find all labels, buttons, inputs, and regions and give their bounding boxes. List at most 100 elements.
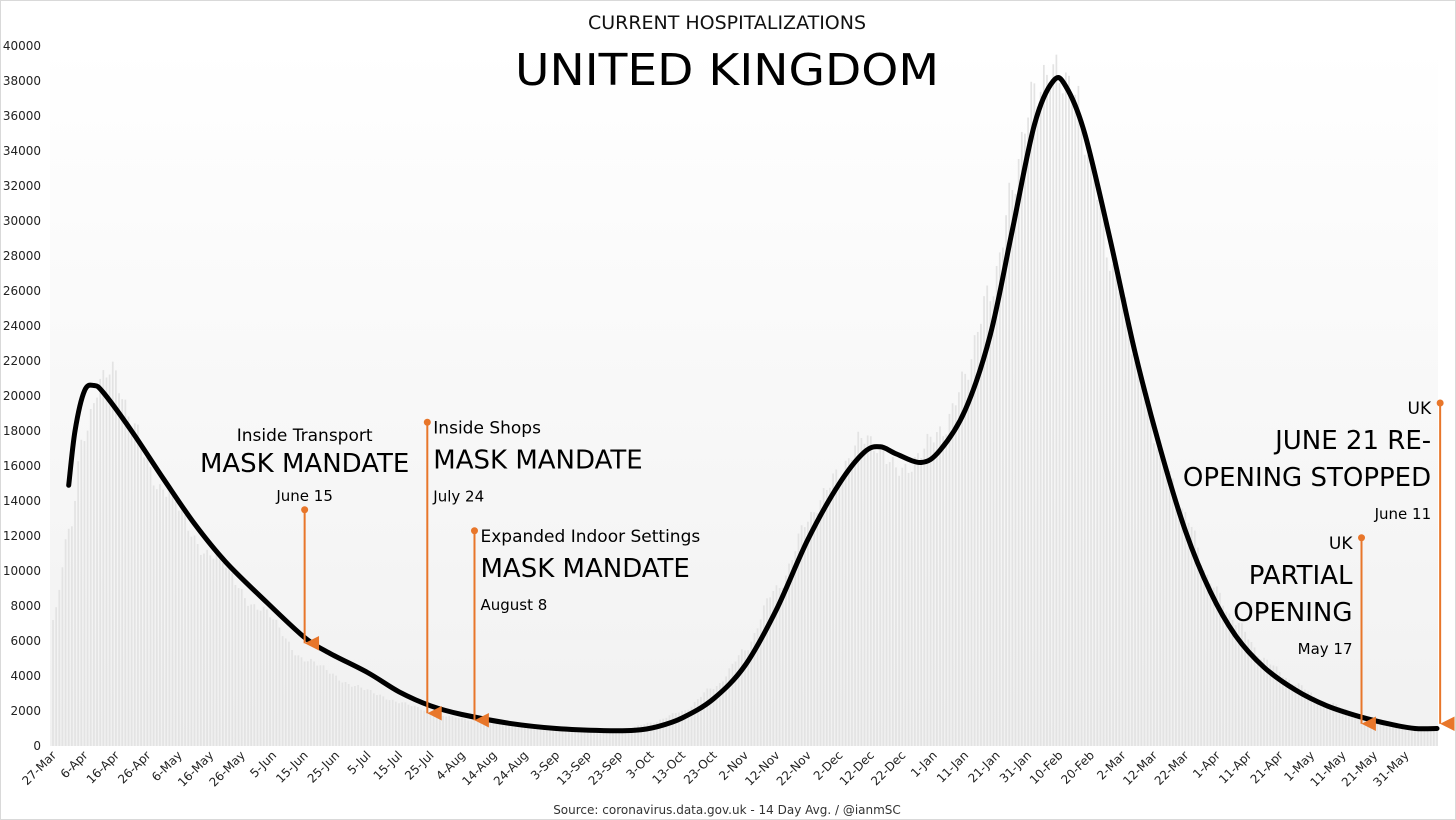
daily-bar xyxy=(77,461,80,746)
daily-bar xyxy=(152,485,155,746)
annotation-text: June 11 xyxy=(1374,505,1432,523)
daily-bar xyxy=(159,484,161,746)
annotation-text: July 24 xyxy=(432,487,484,505)
daily-bar xyxy=(1225,611,1228,746)
daily-bar xyxy=(942,436,945,746)
daily-bar xyxy=(599,730,602,746)
daily-bar xyxy=(517,726,520,746)
daily-bar xyxy=(1212,587,1215,746)
daily-bar xyxy=(1363,716,1366,746)
daily-bar xyxy=(1008,182,1011,746)
daily-bar xyxy=(847,458,850,746)
daily-bar xyxy=(1417,727,1419,746)
daily-bar xyxy=(992,296,995,746)
daily-bar xyxy=(533,727,536,746)
daily-bar xyxy=(989,301,992,746)
daily-bar xyxy=(577,730,580,746)
daily-bar xyxy=(794,551,797,746)
daily-bar xyxy=(335,675,337,746)
daily-bar xyxy=(1099,199,1102,746)
daily-bar xyxy=(196,544,199,746)
daily-bar xyxy=(1241,623,1243,746)
x-tick-label: 31-May xyxy=(1370,748,1411,789)
daily-bar xyxy=(338,680,341,746)
daily-bar xyxy=(659,719,661,746)
daily-bar xyxy=(612,729,614,746)
daily-bar xyxy=(1259,659,1262,746)
daily-bar xyxy=(426,710,429,746)
daily-bar xyxy=(1149,415,1152,746)
x-tick-label: 25-Jul xyxy=(402,748,436,782)
daily-bar xyxy=(508,724,510,746)
daily-bar xyxy=(284,638,287,746)
daily-bar xyxy=(593,730,595,746)
daily-bar xyxy=(1244,631,1246,746)
daily-bar xyxy=(1093,177,1096,747)
daily-bar xyxy=(1159,445,1162,746)
daily-bar xyxy=(354,685,356,746)
daily-bar xyxy=(775,585,778,746)
daily-bar xyxy=(445,716,448,746)
daily-bar xyxy=(439,714,441,746)
daily-bar xyxy=(674,713,677,746)
daily-bar xyxy=(567,730,570,746)
daily-bar xyxy=(791,560,794,746)
daily-bar xyxy=(1332,702,1335,746)
daily-bar xyxy=(542,727,545,746)
daily-bar xyxy=(61,567,64,746)
chart-title: UNITED KINGDOM xyxy=(515,45,939,96)
daily-bar xyxy=(681,710,683,746)
annotation-text: JUNE 21 RE- xyxy=(1273,426,1431,456)
daily-bar xyxy=(734,661,737,746)
daily-bar xyxy=(1253,647,1256,746)
x-tick-label: 15-Jun xyxy=(273,748,310,785)
daily-bar xyxy=(857,431,860,746)
daily-bar xyxy=(313,661,315,746)
daily-bar xyxy=(1046,74,1048,747)
daily-bar xyxy=(835,469,838,746)
daily-bar xyxy=(555,728,558,746)
daily-bar xyxy=(917,453,919,746)
daily-bar xyxy=(869,436,872,746)
daily-bar xyxy=(907,472,910,746)
daily-bar xyxy=(904,463,907,746)
daily-bar xyxy=(1118,291,1121,746)
daily-bar xyxy=(1209,583,1212,746)
x-tick-label: 13-Sep xyxy=(554,748,594,788)
annotation-2: Inside Shops MASK MANDATE July 24 xyxy=(423,418,643,721)
daily-bar xyxy=(851,459,853,746)
daily-bar xyxy=(1366,716,1369,746)
daily-bar xyxy=(829,487,831,746)
daily-bar xyxy=(860,437,863,746)
daily-bar xyxy=(1162,456,1165,746)
annotation-text: MASK MANDATE xyxy=(200,449,409,479)
daily-bar xyxy=(102,370,105,746)
daily-bar xyxy=(288,641,290,746)
daily-bar xyxy=(115,370,117,746)
daily-bar xyxy=(1039,91,1042,746)
y-tick-label: 22000 xyxy=(3,354,41,368)
daily-bar xyxy=(118,393,120,746)
daily-bar xyxy=(89,409,92,746)
y-tick-label: 34000 xyxy=(3,144,41,158)
x-tick-label: 10-Feb xyxy=(1027,748,1066,787)
daily-bar xyxy=(863,443,866,746)
daily-bar xyxy=(649,722,652,746)
daily-bar xyxy=(300,657,303,746)
daily-bar xyxy=(495,722,498,746)
daily-bar xyxy=(583,731,586,746)
daily-bar xyxy=(476,721,479,746)
daily-bar xyxy=(303,661,306,746)
x-tick-label: 16-Apr xyxy=(84,748,122,786)
daily-bar xyxy=(99,378,102,746)
daily-bar xyxy=(1297,683,1300,746)
annotation-4: UK PARTIAL OPENING May 17 xyxy=(1233,534,1376,731)
daily-bar xyxy=(1074,94,1077,746)
daily-bar xyxy=(759,619,762,746)
daily-bar xyxy=(505,724,507,746)
daily-bar xyxy=(1068,75,1070,747)
daily-bar xyxy=(983,296,985,746)
daily-bar xyxy=(596,731,599,746)
daily-bar xyxy=(80,439,83,746)
daily-bar xyxy=(737,655,740,746)
